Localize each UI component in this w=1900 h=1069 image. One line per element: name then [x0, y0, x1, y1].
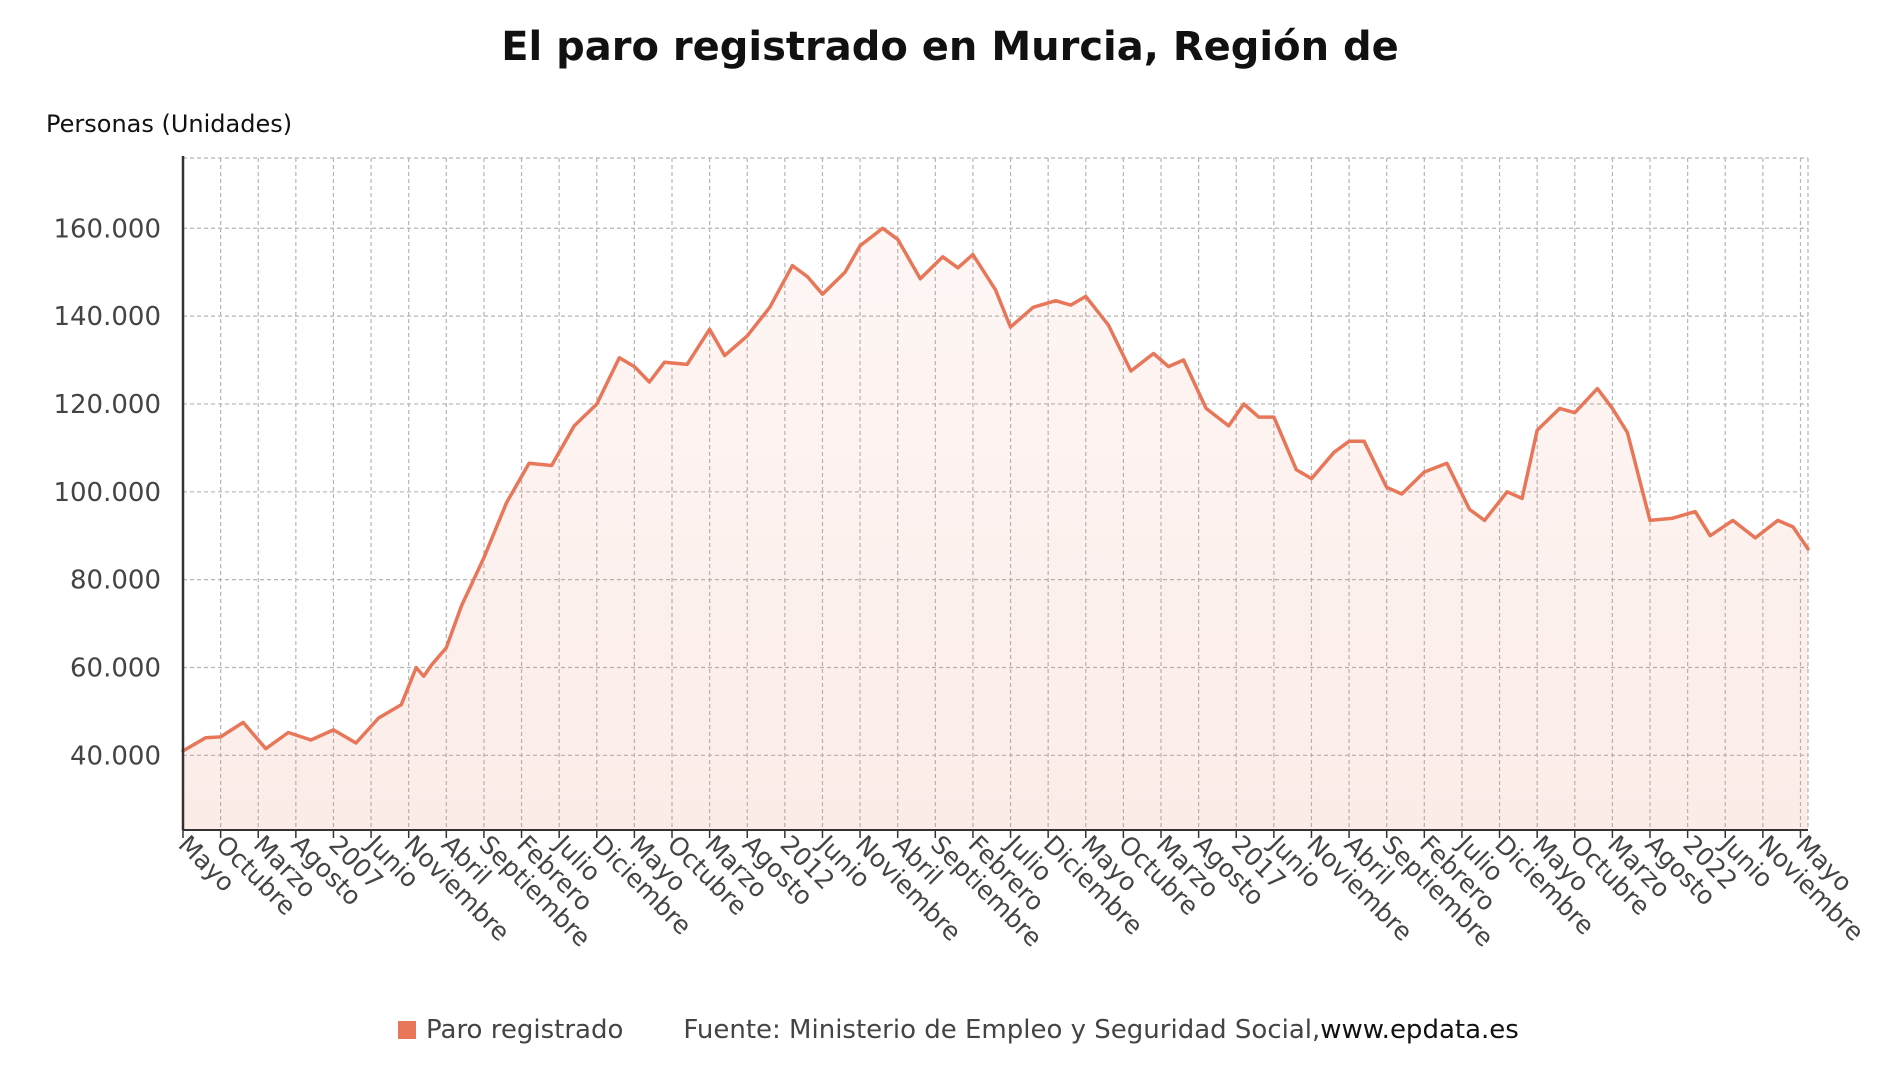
chart-title: El paro registrado en Murcia, Región de — [501, 24, 1399, 70]
legend-label: Paro registrado — [426, 1015, 624, 1045]
y-tick-label: 60.000 — [70, 653, 161, 683]
series-line — [181, 226, 1810, 753]
y-tick-labels: 40.000 60.000 80.000 100.000 120.000 140.000 1… — [53, 214, 161, 771]
y-tick-label: 140.000 — [53, 302, 161, 332]
chart-svg: 40.000 60.000 80.000 100.000 120.000 140.000 1… — [53, 156, 1870, 952]
legend: Paro registrado Fuente: Ministerio de Em… — [398, 1010, 1519, 1050]
area-fill — [181, 226, 1810, 831]
y-tick-label: 80.000 — [70, 566, 161, 596]
source-text: Fuente: Ministerio de Empleo y Seguridad… — [683, 1015, 1321, 1045]
y-tick-label: 160.000 — [53, 214, 161, 244]
source-link[interactable]: www.epdata.es — [1320, 1015, 1519, 1045]
axes — [181, 156, 1808, 838]
y-tick-label: 40.000 — [70, 741, 161, 771]
legend-swatch — [398, 1021, 416, 1039]
series-area — [183, 228, 1808, 831]
y-axis-label: Personas (Unidades) — [46, 110, 293, 138]
x-tick-labels: MayoOctubreMarzoAgosto2007JunioNoviembre… — [173, 828, 1870, 952]
y-tick-label: 120.000 — [53, 390, 161, 420]
y-tick-label: 100.000 — [53, 478, 161, 508]
